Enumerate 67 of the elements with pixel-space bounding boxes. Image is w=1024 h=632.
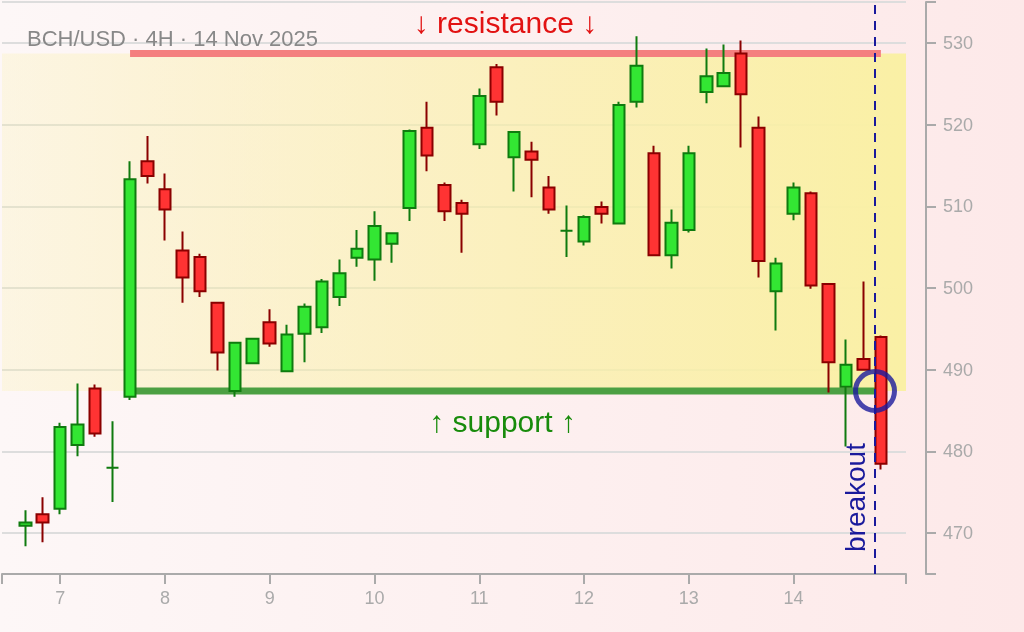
candlestick — [612, 100, 626, 225]
y-tick-label: 490 — [943, 359, 974, 380]
candlestick — [786, 181, 801, 222]
candlestick — [88, 383, 102, 438]
candlestick — [664, 208, 679, 270]
candlestick — [524, 140, 539, 199]
y-tick-label: 500 — [943, 278, 974, 298]
candlestick — [856, 280, 871, 371]
candlestick — [297, 302, 312, 364]
candlestick — [175, 230, 190, 304]
candlestick — [682, 144, 696, 234]
x-tick-label: 7 — [55, 588, 66, 608]
candlestick — [332, 258, 347, 307]
x-tick-label: 10 — [364, 588, 385, 608]
annotation: ↑ support ↑ — [429, 405, 576, 439]
candlestick — [821, 282, 836, 394]
x-tick-label: 12 — [574, 588, 595, 608]
candlestick — [315, 278, 329, 334]
candlestick — [210, 300, 225, 372]
candlestick — [35, 496, 50, 544]
candlestick — [420, 100, 434, 173]
x-tick-label: 8 — [159, 588, 170, 608]
candlestick — [577, 214, 591, 247]
candlestick — [123, 160, 137, 401]
y-tick-label: 480 — [943, 441, 974, 462]
candlestick — [70, 382, 85, 458]
text: BCH/USD · 4H · 14 Nov 2025 — [27, 25, 318, 51]
candlestick — [647, 144, 661, 257]
candlestick — [228, 340, 242, 398]
candlestick — [437, 181, 452, 222]
y-tick-label: 520 — [943, 114, 974, 135]
candlestick — [158, 172, 172, 242]
candlestick — [280, 323, 294, 374]
y-tick-label: 470 — [943, 523, 974, 544]
candlestick — [402, 128, 417, 222]
annotation: ↓ resistance ↓ — [413, 5, 598, 39]
candlestick — [542, 175, 556, 215]
candlestick — [594, 200, 609, 225]
x-tick-label: 9 — [264, 588, 275, 608]
candlestick — [734, 39, 748, 149]
candlestick — [489, 63, 504, 117]
x-tick-label: 11 — [469, 588, 489, 608]
candlestick — [769, 256, 783, 332]
y-tick-label: 510 — [943, 196, 974, 217]
candlestick — [245, 336, 260, 365]
candlestick — [53, 421, 67, 516]
candlestick — [472, 87, 487, 151]
candlestick — [385, 231, 399, 264]
candlestick — [804, 190, 818, 290]
candlestick — [716, 43, 731, 88]
candlestick — [455, 198, 469, 254]
candlestick — [629, 35, 644, 109]
x-tick-label: 14 — [783, 588, 804, 608]
candlestick — [507, 130, 521, 193]
candlestick — [559, 204, 574, 258]
ref-line-label: breakout — [839, 442, 871, 552]
candlestick — [367, 210, 382, 282]
candlestick — [140, 135, 155, 185]
candlestick — [193, 252, 207, 298]
y-tick-label: 530 — [943, 32, 974, 53]
candlestick — [262, 308, 277, 348]
candlestick — [105, 420, 120, 504]
candlestick — [751, 115, 766, 279]
candlestick — [18, 509, 33, 548]
x-tick-label: 13 — [678, 588, 699, 608]
candlestick — [350, 228, 364, 268]
candlestick — [699, 47, 714, 105]
